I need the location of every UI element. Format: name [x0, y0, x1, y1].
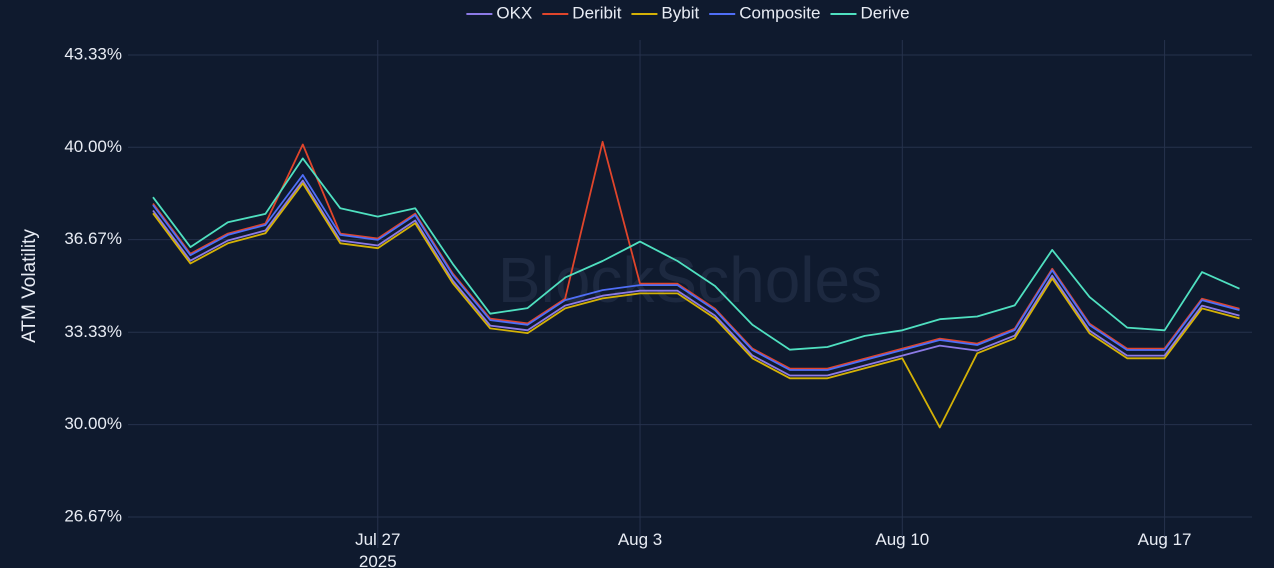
x-tick-label: Aug 10	[875, 530, 929, 549]
series-line	[152, 157, 1240, 351]
legend-label: Composite	[739, 3, 820, 22]
y-tick-label: 30.00%	[64, 414, 122, 433]
legend-label: Bybit	[661, 3, 699, 22]
y-tick-label: 40.00%	[64, 137, 122, 156]
series-line	[152, 174, 1240, 371]
x-tick-label: Aug 17	[1138, 530, 1192, 549]
y-tick-label: 33.33%	[64, 322, 122, 341]
x-tick-label: Aug 3	[618, 530, 662, 549]
legend-label: Deribit	[572, 3, 621, 22]
legend: OKX Deribit Bybit Composite Derive	[466, 3, 910, 22]
series-line	[152, 179, 1240, 377]
legend-label: OKX	[496, 3, 532, 22]
y-tick-label: 43.33%	[64, 44, 122, 63]
series-line	[152, 182, 1240, 429]
y-tick-label: 26.67%	[64, 506, 122, 525]
y-axis-title: ATM Volatility	[19, 229, 40, 343]
y-tick-label: 36.67%	[64, 229, 122, 248]
x-tick-label: Jul 27 2025	[355, 530, 400, 568]
legend-label: Derive	[860, 3, 909, 22]
